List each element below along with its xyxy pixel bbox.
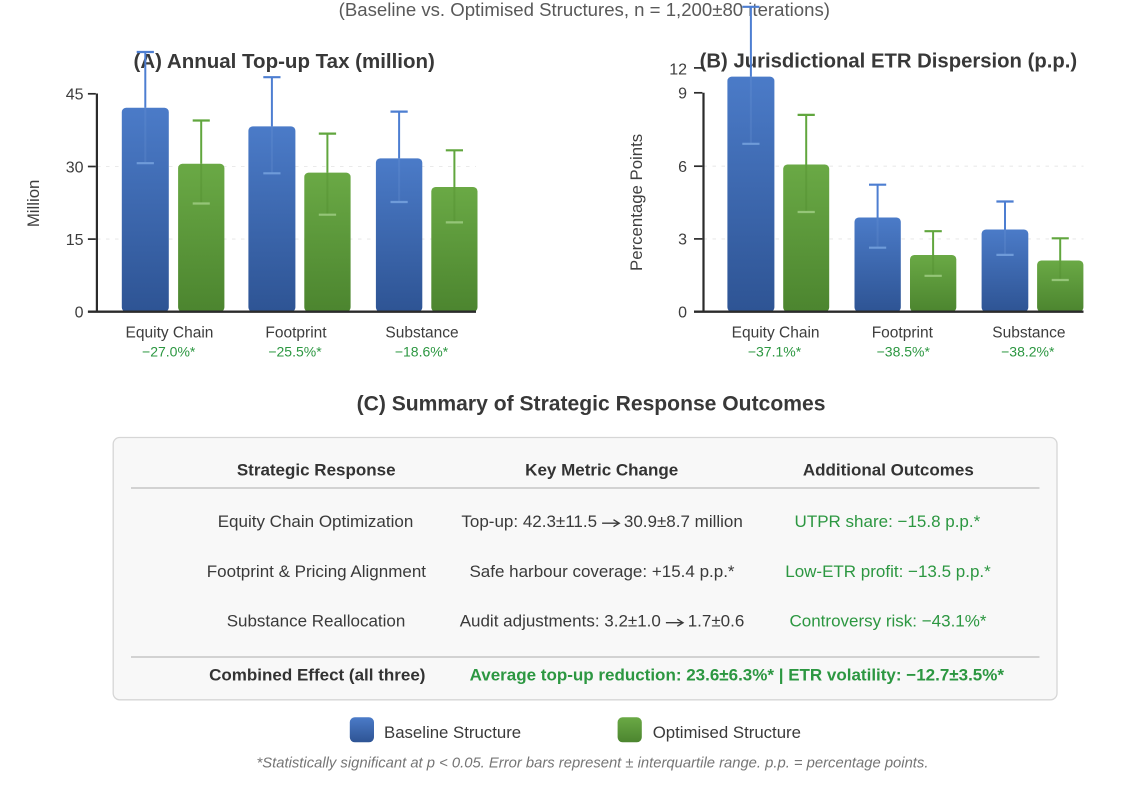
svg-text:30.9±8.7 million: 30.9±8.7 million bbox=[624, 512, 743, 531]
svg-text:0: 0 bbox=[75, 305, 84, 322]
svg-text:(Baseline vs. Optimised Struct: (Baseline vs. Optimised Structures, n = … bbox=[339, 0, 830, 20]
svg-text:30: 30 bbox=[66, 159, 84, 176]
svg-text:Million: Million bbox=[24, 180, 43, 228]
svg-text:6: 6 bbox=[678, 159, 687, 176]
svg-text:Baseline Structure: Baseline Structure bbox=[384, 723, 521, 742]
svg-text:Percentage Points: Percentage Points bbox=[627, 134, 646, 271]
svg-text:−25.5%*: −25.5%* bbox=[268, 343, 322, 359]
svg-text:(A) Annual Top-up Tax (million: (A) Annual Top-up Tax (million) bbox=[134, 50, 435, 73]
svg-text:Key Metric Change: Key Metric Change bbox=[525, 461, 678, 480]
svg-text:Substance: Substance bbox=[992, 324, 1065, 341]
svg-text:Footprint: Footprint bbox=[265, 324, 327, 341]
svg-text:Low-ETR profit: −13.5 p.p.*: Low-ETR profit: −13.5 p.p.* bbox=[785, 562, 991, 581]
svg-text:Footprint & Pricing Alignment: Footprint & Pricing Alignment bbox=[207, 562, 426, 581]
svg-text:Footprint: Footprint bbox=[872, 324, 934, 341]
svg-text:Strategic Response: Strategic Response bbox=[237, 461, 396, 480]
svg-text:(B) Jurisdictional ETR Dispers: (B) Jurisdictional ETR Dispersion (p.p.) bbox=[700, 51, 1077, 73]
svg-text:−38.2%*: −38.2%* bbox=[1001, 343, 1055, 359]
svg-text:UTPR share: −15.8 p.p.*: UTPR share: −15.8 p.p.* bbox=[795, 512, 981, 531]
svg-text:−37.1%*: −37.1%* bbox=[748, 343, 802, 359]
svg-text:Substance Reallocation: Substance Reallocation bbox=[227, 611, 406, 630]
svg-text:Safe harbour coverage: +15.4 p: Safe harbour coverage: +15.4 p.p.* bbox=[469, 562, 734, 581]
svg-text:0: 0 bbox=[678, 305, 687, 322]
svg-text:Audit adjustments: 3.2±1.0: Audit adjustments: 3.2±1.0 bbox=[460, 611, 661, 630]
svg-text:Combined Effect (all three): Combined Effect (all three) bbox=[209, 666, 425, 685]
svg-text:−38.5%*: −38.5%* bbox=[877, 343, 931, 359]
svg-text:12: 12 bbox=[669, 61, 687, 78]
svg-text:Substance: Substance bbox=[385, 324, 458, 341]
svg-text:Average top-up reduction: 23.6: Average top-up reduction: 23.6±6.3%* | E… bbox=[470, 666, 1005, 685]
svg-text:(C) Summary of Strategic Respo: (C) Summary of Strategic Response Outcom… bbox=[357, 392, 826, 415]
svg-text:Equity Chain: Equity Chain bbox=[732, 324, 820, 341]
svg-text:Additional Outcomes: Additional Outcomes bbox=[803, 461, 974, 480]
svg-text:9: 9 bbox=[678, 86, 687, 103]
svg-text:1.7±0.6: 1.7±0.6 bbox=[688, 611, 745, 630]
svg-text:Equity Chain: Equity Chain bbox=[126, 324, 214, 341]
svg-text:Equity Chain Optimization: Equity Chain Optimization bbox=[218, 512, 414, 531]
svg-text:Optimised Structure: Optimised Structure bbox=[653, 723, 801, 742]
svg-text:Controversy risk: −43.1%*: Controversy risk: −43.1%* bbox=[790, 611, 987, 630]
svg-text:−18.6%*: −18.6%* bbox=[395, 343, 449, 359]
svg-text:−27.0%*: −27.0%* bbox=[142, 343, 196, 359]
svg-text:45: 45 bbox=[66, 87, 84, 104]
svg-text:15: 15 bbox=[66, 232, 84, 249]
svg-text:*Statistically significant at: *Statistically significant at p < 0.05. … bbox=[257, 756, 929, 772]
svg-text:Top-up: 42.3±11.5: Top-up: 42.3±11.5 bbox=[461, 512, 597, 531]
svg-text:3: 3 bbox=[678, 232, 687, 249]
